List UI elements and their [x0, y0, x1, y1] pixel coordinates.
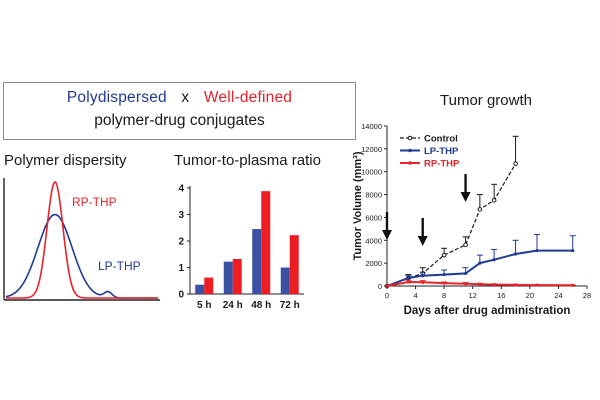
- ratio-y-tick-label: 1: [178, 263, 184, 274]
- growth-x-tick-label: 8: [442, 291, 446, 300]
- rp-thp-point: [535, 283, 539, 287]
- growth-x-tick-label: 28: [583, 291, 591, 300]
- control-point: [441, 252, 447, 258]
- rp-thp-curve: [6, 180, 158, 299]
- rp-thp-point: [478, 282, 482, 286]
- growth-x-tick-label: 12: [469, 291, 477, 300]
- rp-thp-point: [442, 281, 446, 285]
- lp-thp-point: [478, 261, 482, 265]
- ratio-y-tick-label: 3: [178, 210, 184, 221]
- dosing-arrow-head: [460, 192, 471, 202]
- control-point: [463, 242, 468, 248]
- rp-thp-point: [513, 283, 518, 287]
- growth-y-tick-label: 2000: [365, 259, 382, 268]
- ratio-bar: [280, 267, 290, 294]
- ratio-bar: [261, 191, 271, 294]
- term-polydispersed: Polydispersed: [66, 89, 167, 106]
- growth-x-tick-label: 24: [554, 291, 562, 300]
- growth-title: Tumor growth: [440, 92, 532, 109]
- growth-y-tick-label: 10000: [361, 168, 382, 177]
- title-line-1: Polydispersed x Well-defined: [4, 89, 355, 107]
- title-box: Polydispersed x Well-defined polymer-dru…: [3, 82, 356, 140]
- lp-thp-point: [571, 248, 575, 253]
- ratio-y-tick-label: 2: [178, 237, 184, 248]
- dosing-arrow-head: [417, 236, 428, 246]
- rp-thp-line: [386, 280, 573, 287]
- growth-y-tick-label: 8000: [365, 191, 382, 200]
- growth-x-tick-label: 20: [526, 291, 534, 300]
- ratio-bar: [289, 235, 299, 294]
- ratio-y-tick-label: 0: [178, 290, 184, 301]
- dispersity-chart: RP-THP LP-THP: [3, 178, 160, 301]
- ratio-category-label: 5 h: [197, 300, 211, 311]
- lp-thp-point: [442, 272, 446, 277]
- growth-x-axis-label: Days after drug administration: [404, 305, 571, 317]
- control-point: [513, 161, 518, 167]
- rp-thp-point: [492, 283, 496, 287]
- dosing-arrow-head: [382, 230, 392, 240]
- lp-thp-point: [535, 248, 539, 253]
- growth-x-tick-label: 4: [413, 291, 417, 300]
- ratio-category-label: 48 h: [251, 300, 271, 311]
- growth-y-tick-label: 14000: [361, 122, 382, 131]
- dispersity-title: Polymer dispersity: [4, 152, 127, 169]
- ratio-category-label: 24 h: [223, 300, 243, 311]
- control-line: [386, 163, 517, 287]
- ratio-chart: 0 1 2 3 4 5 h 24 h 48 h 72 h: [178, 184, 304, 311]
- ratio-bar: [232, 259, 242, 294]
- lp-thp-point: [492, 258, 496, 262]
- control-legend-marker: [407, 135, 413, 141]
- growth-y-tick-label: 6000: [365, 213, 382, 222]
- rp-thp-label: RP-THP: [72, 195, 117, 209]
- rp-thp-point: [463, 282, 468, 286]
- ratio-y-tick-label: 4: [178, 184, 184, 195]
- ratio-bar: [252, 229, 262, 294]
- rp-thp-point: [571, 283, 575, 287]
- growth-x-tick-label: 16: [497, 291, 505, 300]
- growth-y-tick-label: 12000: [361, 145, 382, 154]
- lp-thp-point: [421, 274, 425, 278]
- lp-thp-label: LP-THP: [98, 259, 141, 273]
- control-legend-label: Control: [424, 134, 458, 145]
- lp-thp-point: [406, 276, 411, 280]
- rp-thp-point: [385, 284, 389, 288]
- lp-thp-legend-marker: [408, 148, 412, 153]
- rp-thp-legend-label: RP-THP: [424, 159, 460, 170]
- title-line-2: polymer-drug conjugates: [94, 112, 265, 129]
- ratio-category-label: 72 h: [280, 300, 300, 311]
- lp-thp-curve: [5, 213, 158, 299]
- growth-y-axis-label: Tumor Volume (mm³): [352, 151, 364, 260]
- lp-thp-line: [386, 249, 573, 287]
- control-point: [491, 197, 497, 203]
- control-point: [477, 207, 483, 212]
- rp-thp-legend-marker: [408, 161, 412, 165]
- growth-y-tick-label: 0: [378, 282, 382, 291]
- lp-thp-point: [463, 271, 468, 276]
- ratio-title: Tumor-to-plasma ratio: [174, 152, 321, 169]
- lp-thp-legend-label: LP-THP: [424, 146, 459, 157]
- ratio-bar: [195, 284, 205, 294]
- ratio-bar: [204, 277, 214, 294]
- rp-thp-point: [421, 280, 425, 284]
- ratio-bar: [223, 261, 233, 294]
- lp-thp-point: [513, 252, 518, 256]
- term-x: x: [181, 89, 190, 106]
- growth-x-tick-label: 0: [385, 291, 389, 300]
- growth-chart: 0 2000 4000 6000 8000 10000 12000 14000 0 4 8 12 16 2…: [352, 122, 591, 317]
- growth-y-tick-label: 4000: [365, 236, 382, 245]
- rp-thp-point: [406, 280, 411, 284]
- term-well-defined: Well-defined: [203, 89, 293, 106]
